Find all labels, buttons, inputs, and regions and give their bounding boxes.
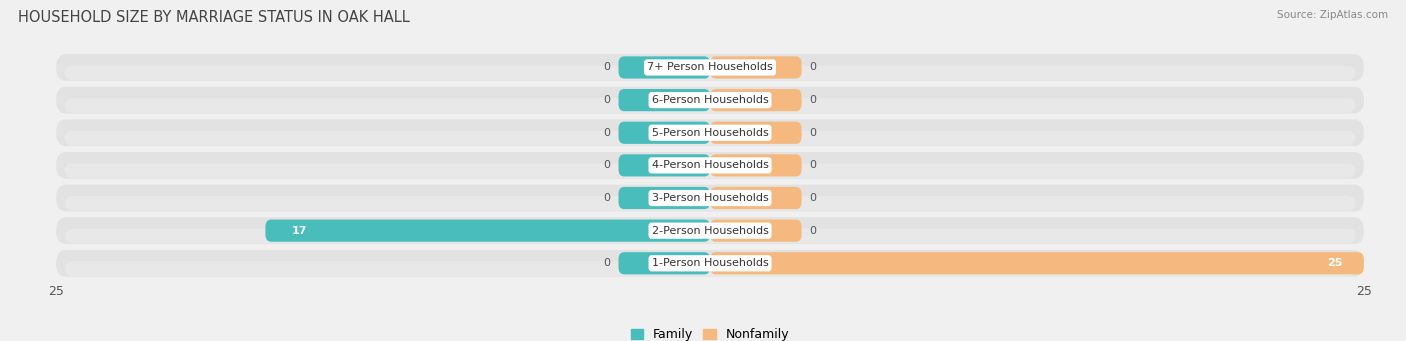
Text: 5-Person Households: 5-Person Households bbox=[651, 128, 769, 138]
FancyBboxPatch shape bbox=[710, 89, 801, 111]
Text: 0: 0 bbox=[603, 258, 610, 268]
FancyBboxPatch shape bbox=[65, 163, 1355, 178]
FancyBboxPatch shape bbox=[710, 154, 801, 177]
Text: 0: 0 bbox=[810, 128, 817, 138]
Text: 4-Person Households: 4-Person Households bbox=[651, 160, 769, 170]
FancyBboxPatch shape bbox=[65, 196, 1355, 211]
FancyBboxPatch shape bbox=[65, 98, 1355, 113]
FancyBboxPatch shape bbox=[619, 89, 710, 111]
Text: 0: 0 bbox=[810, 62, 817, 73]
Text: 0: 0 bbox=[810, 226, 817, 236]
Text: 7+ Person Households: 7+ Person Households bbox=[647, 62, 773, 73]
FancyBboxPatch shape bbox=[619, 252, 710, 275]
Text: 2-Person Households: 2-Person Households bbox=[651, 226, 769, 236]
FancyBboxPatch shape bbox=[65, 131, 1355, 146]
Text: 6-Person Households: 6-Person Households bbox=[651, 95, 769, 105]
FancyBboxPatch shape bbox=[56, 184, 1364, 211]
FancyBboxPatch shape bbox=[56, 152, 1364, 179]
Text: 1-Person Households: 1-Person Households bbox=[651, 258, 769, 268]
Text: 0: 0 bbox=[603, 62, 610, 73]
FancyBboxPatch shape bbox=[619, 154, 710, 177]
FancyBboxPatch shape bbox=[56, 250, 1364, 277]
Text: 0: 0 bbox=[603, 95, 610, 105]
FancyBboxPatch shape bbox=[56, 87, 1364, 114]
FancyBboxPatch shape bbox=[65, 261, 1355, 276]
Text: 3-Person Households: 3-Person Households bbox=[651, 193, 769, 203]
Text: 0: 0 bbox=[810, 160, 817, 170]
Text: 17: 17 bbox=[291, 226, 307, 236]
FancyBboxPatch shape bbox=[65, 229, 1355, 243]
FancyBboxPatch shape bbox=[56, 217, 1364, 244]
Legend: Family, Nonfamily: Family, Nonfamily bbox=[626, 324, 794, 341]
Text: 25: 25 bbox=[1327, 258, 1343, 268]
FancyBboxPatch shape bbox=[619, 56, 710, 78]
Text: 0: 0 bbox=[603, 160, 610, 170]
Text: HOUSEHOLD SIZE BY MARRIAGE STATUS IN OAK HALL: HOUSEHOLD SIZE BY MARRIAGE STATUS IN OAK… bbox=[18, 10, 411, 25]
FancyBboxPatch shape bbox=[65, 65, 1355, 80]
FancyBboxPatch shape bbox=[710, 122, 801, 144]
FancyBboxPatch shape bbox=[56, 54, 1364, 81]
FancyBboxPatch shape bbox=[710, 252, 1364, 275]
FancyBboxPatch shape bbox=[710, 220, 801, 242]
FancyBboxPatch shape bbox=[710, 187, 801, 209]
FancyBboxPatch shape bbox=[56, 119, 1364, 146]
FancyBboxPatch shape bbox=[266, 220, 710, 242]
FancyBboxPatch shape bbox=[710, 56, 801, 78]
Text: 0: 0 bbox=[603, 128, 610, 138]
FancyBboxPatch shape bbox=[619, 122, 710, 144]
Text: 0: 0 bbox=[603, 193, 610, 203]
Text: 0: 0 bbox=[810, 193, 817, 203]
FancyBboxPatch shape bbox=[619, 187, 710, 209]
Text: 0: 0 bbox=[810, 95, 817, 105]
Text: Source: ZipAtlas.com: Source: ZipAtlas.com bbox=[1277, 10, 1388, 20]
